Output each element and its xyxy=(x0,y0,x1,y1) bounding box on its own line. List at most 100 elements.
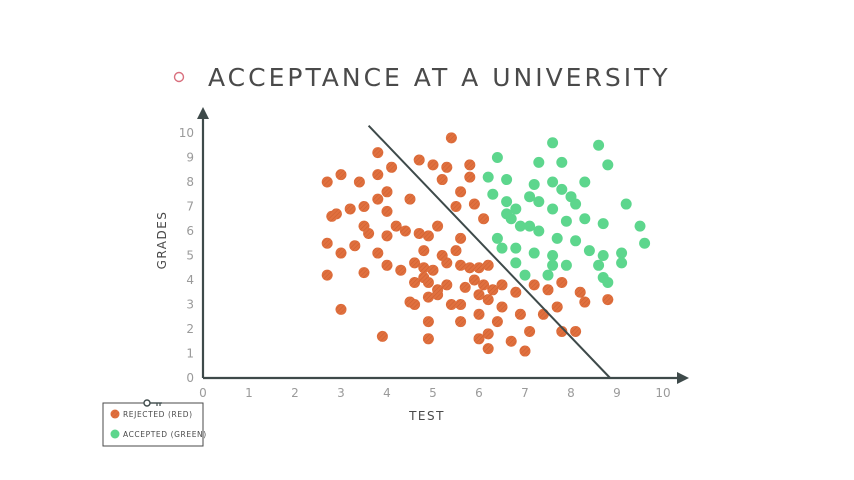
data-point-accepted xyxy=(510,242,522,254)
data-point-rejected-hatch xyxy=(422,276,434,288)
x-tick-label: 1 xyxy=(245,386,253,400)
data-point-rejected-hatch xyxy=(349,240,361,252)
data-point-rejected-hatch xyxy=(537,308,549,320)
y-tick-label: 7 xyxy=(186,200,194,214)
data-point-rejected-hatch xyxy=(363,227,375,239)
x-tick-label: 0 xyxy=(199,386,207,400)
y-tick-label: 5 xyxy=(186,249,194,263)
data-point-rejected-hatch xyxy=(409,276,421,288)
data-point-accepted xyxy=(528,247,540,259)
data-point-rejected-hatch xyxy=(455,299,467,310)
y-tick-labels: 0 1 2 3 4 5 6 7 8 9 10 xyxy=(179,126,194,385)
y-tick-label: 2 xyxy=(186,322,194,336)
data-point-accepted xyxy=(602,276,614,288)
data-point-rejected-hatch xyxy=(468,274,480,286)
data-point-rejected-hatch xyxy=(450,245,462,257)
data-point-rejected-hatch xyxy=(574,286,586,298)
key-icon xyxy=(143,399,162,407)
data-point-rejected-hatch xyxy=(441,257,453,269)
data-point-rejected-hatch xyxy=(487,284,499,296)
data-point-rejected-hatch xyxy=(473,308,485,320)
data-point-rejected-hatch xyxy=(510,286,522,298)
x-axis-title: TEST xyxy=(408,409,445,423)
data-point-rejected-hatch xyxy=(335,169,347,181)
x-tick-label: 3 xyxy=(337,386,345,400)
data-point-rejected-hatch xyxy=(399,225,411,237)
data-point-rejected-hatch xyxy=(570,325,582,337)
y-tick-label: 10 xyxy=(179,126,194,140)
data-point-rejected-hatch xyxy=(422,291,434,303)
y-tick-label: 3 xyxy=(186,298,194,312)
x-axis-arrow-icon xyxy=(677,372,689,384)
data-point-rejected-hatch xyxy=(459,281,471,293)
data-point-rejected-hatch xyxy=(432,220,444,232)
y-axis-arrow-icon xyxy=(197,107,209,119)
data-point-rejected-hatch xyxy=(372,147,384,159)
data-point-accepted xyxy=(505,213,517,225)
data-point-accepted xyxy=(501,196,513,208)
y-tick-label: 1 xyxy=(186,347,194,361)
data-point-rejected-hatch xyxy=(381,259,393,271)
data-point-accepted xyxy=(524,220,536,232)
data-point-rejected-hatch xyxy=(321,176,333,188)
data-point-accepted xyxy=(597,218,609,230)
data-point-rejected-hatch xyxy=(496,279,508,291)
data-point-rejected-hatch xyxy=(551,301,563,313)
x-tick-label: 2 xyxy=(291,386,299,400)
data-point-rejected-hatch xyxy=(381,186,393,198)
chart-title: ACCEPTANCE AT A UNIVERSITY xyxy=(208,63,671,92)
data-point-accepted xyxy=(547,176,559,188)
data-point-rejected-hatch xyxy=(450,201,462,212)
data-point-accepted xyxy=(533,156,545,168)
data-point-rejected-hatch xyxy=(372,193,384,205)
data-point-accepted xyxy=(560,215,572,227)
data-point-accepted xyxy=(597,250,609,261)
data-point-rejected-hatch xyxy=(330,208,342,220)
data-point-accepted xyxy=(560,259,572,271)
data-point-rejected-hatch xyxy=(482,328,494,340)
data-point-rejected-hatch xyxy=(468,198,480,210)
data-point-rejected-hatch xyxy=(441,279,453,291)
data-point-accepted xyxy=(570,198,582,210)
data-point-accepted xyxy=(583,245,595,257)
data-point-accepted xyxy=(620,198,632,210)
data-point-accepted xyxy=(547,250,559,261)
data-point-accepted xyxy=(547,137,559,149)
data-point-rejected-hatch xyxy=(321,269,333,281)
data-point-rejected-hatch xyxy=(445,299,457,310)
legend: REJECTED (RED) ACCEPTED (GREEN) xyxy=(102,399,206,447)
x-tick-label: 4 xyxy=(383,386,391,400)
data-point-accepted xyxy=(551,232,563,244)
data-point-rejected-hatch xyxy=(491,316,503,328)
y-tick-label: 8 xyxy=(186,175,194,189)
legend-box xyxy=(102,402,204,447)
data-point-rejected-hatch xyxy=(418,245,430,257)
data-point-accepted xyxy=(528,178,540,190)
y-tick-label: 6 xyxy=(186,224,194,238)
data-point-rejected-hatch xyxy=(409,257,421,269)
data-point-rejected-hatch xyxy=(556,276,568,288)
data-point-accepted xyxy=(542,269,554,281)
data-point-rejected-hatch xyxy=(422,230,434,242)
data-point-accepted xyxy=(556,156,568,168)
data-point-accepted xyxy=(514,220,526,232)
data-point-rejected-hatch xyxy=(455,316,467,328)
data-point-rejected-hatch xyxy=(372,169,384,181)
x-tick-labels: 0 1 2 3 4 5 6 7 8 9 10 xyxy=(199,386,670,400)
data-point-accepted xyxy=(570,235,582,247)
data-point-accepted xyxy=(501,174,513,186)
legend-marker-rejected-hatch xyxy=(110,409,120,419)
data-point-rejected-hatch xyxy=(418,262,430,274)
data-point-rejected-hatch xyxy=(335,303,347,315)
data-point-rejected-hatch xyxy=(602,294,614,306)
data-point-rejected-hatch xyxy=(519,345,531,357)
x-tick-label: 6 xyxy=(475,386,483,400)
data-point-rejected-hatch xyxy=(372,247,384,259)
data-point-accepted xyxy=(547,259,559,271)
data-point-rejected-hatch xyxy=(473,333,485,345)
data-point-rejected-hatch xyxy=(514,308,526,320)
title-bullet-icon xyxy=(173,71,185,83)
data-point-rejected-hatch xyxy=(390,220,402,232)
x-tick-label: 9 xyxy=(613,386,621,400)
data-point-rejected-hatch xyxy=(482,259,494,271)
